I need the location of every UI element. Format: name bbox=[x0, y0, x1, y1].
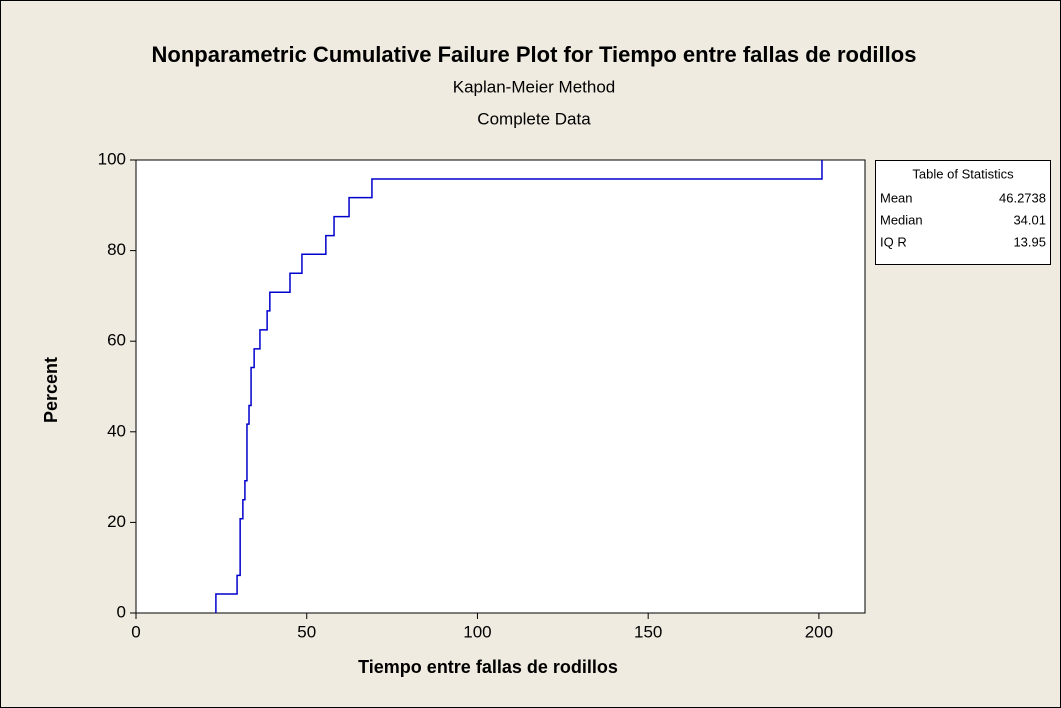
x-tick-label: 150 bbox=[634, 622, 662, 641]
chart-subtitle: Complete Data bbox=[477, 109, 591, 128]
stats-value: 34.01 bbox=[1013, 212, 1046, 227]
x-tick-label: 100 bbox=[463, 622, 491, 641]
x-tick-label: 50 bbox=[297, 622, 316, 641]
chart-title: Nonparametric Cumulative Failure Plot fo… bbox=[152, 42, 917, 67]
stats-box bbox=[875, 160, 1051, 265]
x-axis-label: Tiempo entre fallas de rodillos bbox=[358, 657, 618, 677]
x-tick-label: 0 bbox=[131, 622, 140, 641]
stats-label: Mean bbox=[880, 190, 913, 205]
y-tick-label: 20 bbox=[107, 512, 126, 531]
stats-label: Median bbox=[880, 212, 923, 227]
step-line bbox=[215, 160, 823, 613]
stats-title: Table of Statistics bbox=[912, 166, 1014, 181]
y-tick-label: 40 bbox=[107, 421, 126, 440]
stats-value: 13.95 bbox=[1013, 234, 1046, 249]
y-axis-label: Percent bbox=[41, 357, 61, 423]
plot-area bbox=[135, 159, 866, 614]
stats-value: 46.2738 bbox=[999, 190, 1046, 205]
y-tick-label: 80 bbox=[107, 240, 126, 259]
x-tick-label: 200 bbox=[805, 622, 833, 641]
y-tick-label: 60 bbox=[107, 331, 126, 350]
stats-label: IQ R bbox=[880, 234, 907, 249]
chart-subtitle: Kaplan-Meier Method bbox=[453, 77, 616, 96]
y-tick-label: 0 bbox=[117, 602, 126, 621]
y-tick-label: 100 bbox=[98, 149, 126, 168]
